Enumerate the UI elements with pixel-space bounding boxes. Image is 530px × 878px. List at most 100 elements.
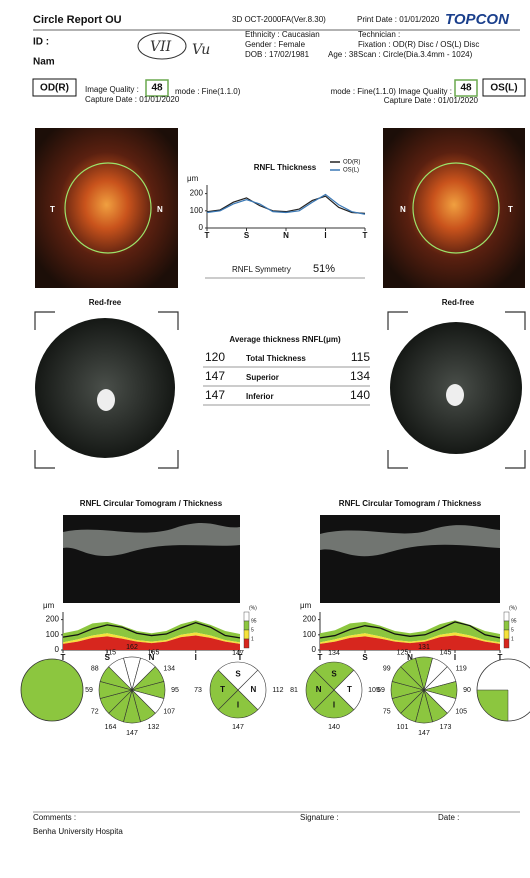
- x-tick-label: S: [244, 231, 250, 240]
- legend-swatch: [504, 639, 509, 648]
- clock-value: 145: [440, 650, 452, 657]
- clock-value: 75: [383, 708, 391, 715]
- quadrant-value: 147: [232, 650, 244, 657]
- comments: Comments :: [33, 813, 76, 822]
- legend-label: 1: [511, 636, 514, 642]
- od-value: 147: [205, 388, 225, 402]
- y-tick-label: 100: [46, 630, 60, 639]
- x-tick-label: T: [363, 231, 368, 240]
- x-tick-label: T: [318, 653, 323, 662]
- os-value: 140: [350, 388, 370, 402]
- handwriting: VII: [150, 39, 172, 55]
- legend-swatch: [504, 621, 509, 630]
- clock-value: 59: [85, 687, 93, 694]
- institution: Benha University Hospita: [33, 827, 123, 836]
- clock-value: 147: [126, 730, 138, 737]
- clock-value: 90: [463, 687, 471, 694]
- quadrant-label: T: [220, 685, 225, 694]
- legend-swatch: [244, 621, 249, 630]
- legend-label: (%): [509, 605, 517, 611]
- table-title: Average thickness RNFL(μm): [229, 335, 341, 344]
- legend-swatch: [504, 612, 509, 621]
- od-value: 147: [205, 369, 225, 383]
- clock-value: 95: [171, 687, 179, 694]
- y-tick-label: 200: [46, 615, 60, 624]
- legend-swatch: [504, 630, 509, 639]
- image-quality: 48: [151, 83, 163, 94]
- x-tick-label: T: [498, 653, 503, 662]
- fixation: Fixation : OD(R) Disc / OS(L) Disc: [358, 40, 479, 49]
- quadrant-label: T: [347, 685, 352, 694]
- quadrant-label: S: [235, 670, 241, 679]
- legend-label: OD(R): [343, 160, 360, 166]
- capture-date: Capture Date : 01/01/2020: [384, 96, 479, 105]
- quadrant-label: I: [237, 701, 239, 710]
- image-quality: 48: [460, 83, 472, 94]
- x-tick-label: I: [195, 653, 197, 662]
- axis-unit: μm: [43, 601, 55, 610]
- fundus-label: N: [400, 205, 406, 214]
- quadrant-value: 81: [290, 687, 298, 694]
- page: { "header": {"title": "Circle Report OU"…: [0, 0, 530, 878]
- quadrant-label: N: [251, 685, 257, 694]
- legend-label: 5: [511, 627, 514, 633]
- x-tick-label: I: [454, 653, 456, 662]
- eye-label: OS(L): [490, 83, 517, 94]
- legend-label: (%): [249, 605, 257, 611]
- os-value: 115: [351, 350, 370, 364]
- report: Circle Report OU 3D OCT-2000FA(Ver.8.30)…: [0, 0, 530, 878]
- print-date: Print Date : 01/01/2020: [357, 15, 440, 24]
- image-quality-label: Image Quality :: [85, 85, 139, 94]
- signature: Signature :: [300, 813, 339, 822]
- row-label: Superior: [246, 373, 279, 382]
- clock-value: 134: [163, 665, 175, 672]
- clock-value: 119: [456, 665, 467, 672]
- clock-value: 72: [91, 708, 99, 715]
- title: Circle Report OU: [33, 14, 122, 26]
- symmetry-label: RNFL Symmetry: [232, 265, 291, 274]
- clock-value: 69: [377, 687, 385, 694]
- symmetry-value: 51%: [313, 263, 335, 275]
- legend-swatch: [244, 612, 249, 621]
- x-tick-label: T: [205, 231, 210, 240]
- clock-value: 131: [418, 644, 430, 651]
- quadrant-value: 140: [328, 724, 340, 731]
- quadrant-label: I: [333, 701, 335, 710]
- y-tick-label: 0: [199, 223, 204, 232]
- quadrant-value: 73: [194, 687, 202, 694]
- legend-label: 95: [251, 618, 257, 624]
- id: ID :: [33, 37, 49, 48]
- fundus-label: N: [157, 205, 163, 214]
- optic-disc: [97, 389, 115, 411]
- name: Nam: [33, 57, 55, 68]
- optic-disc: [446, 384, 464, 406]
- quadrant-label: N: [316, 685, 322, 694]
- scan: Scan : Circle(Dia.3.4mm - 1024): [358, 50, 473, 59]
- clock-value: 162: [126, 644, 138, 651]
- red-free-image: [35, 318, 175, 458]
- x-tick-label: N: [283, 231, 289, 240]
- fundus-label: T: [50, 205, 55, 214]
- red-free-label: Red-free: [442, 298, 475, 307]
- eye-label: OD(R): [40, 83, 69, 94]
- y-tick-label: 0: [312, 645, 317, 654]
- os-value: 134: [350, 369, 370, 383]
- legend-label: 1: [251, 636, 254, 642]
- ethnicity: Ethnicity : Caucasian: [245, 30, 320, 39]
- x-tick-label: T: [61, 653, 66, 662]
- mode: mode : Fine(1.1.0): [175, 87, 241, 96]
- y-tick-label: 100: [303, 630, 317, 639]
- age: Age : 38: [328, 50, 358, 59]
- tomogram-title: RNFL Circular Tomogram / Thickness: [80, 499, 223, 508]
- legend-label: 95: [511, 618, 517, 624]
- chart-title: RNFL Thickness: [254, 163, 317, 172]
- row-label: Inferior: [246, 392, 274, 401]
- quadrant-label: S: [331, 670, 337, 679]
- clock-value: 105: [455, 708, 467, 715]
- legend-label: OS(L): [343, 168, 359, 174]
- clock-value: 125: [397, 650, 409, 657]
- clock-value: 115: [105, 650, 116, 657]
- clock-value: 165: [148, 650, 160, 657]
- brand: TOPCON: [445, 11, 510, 28]
